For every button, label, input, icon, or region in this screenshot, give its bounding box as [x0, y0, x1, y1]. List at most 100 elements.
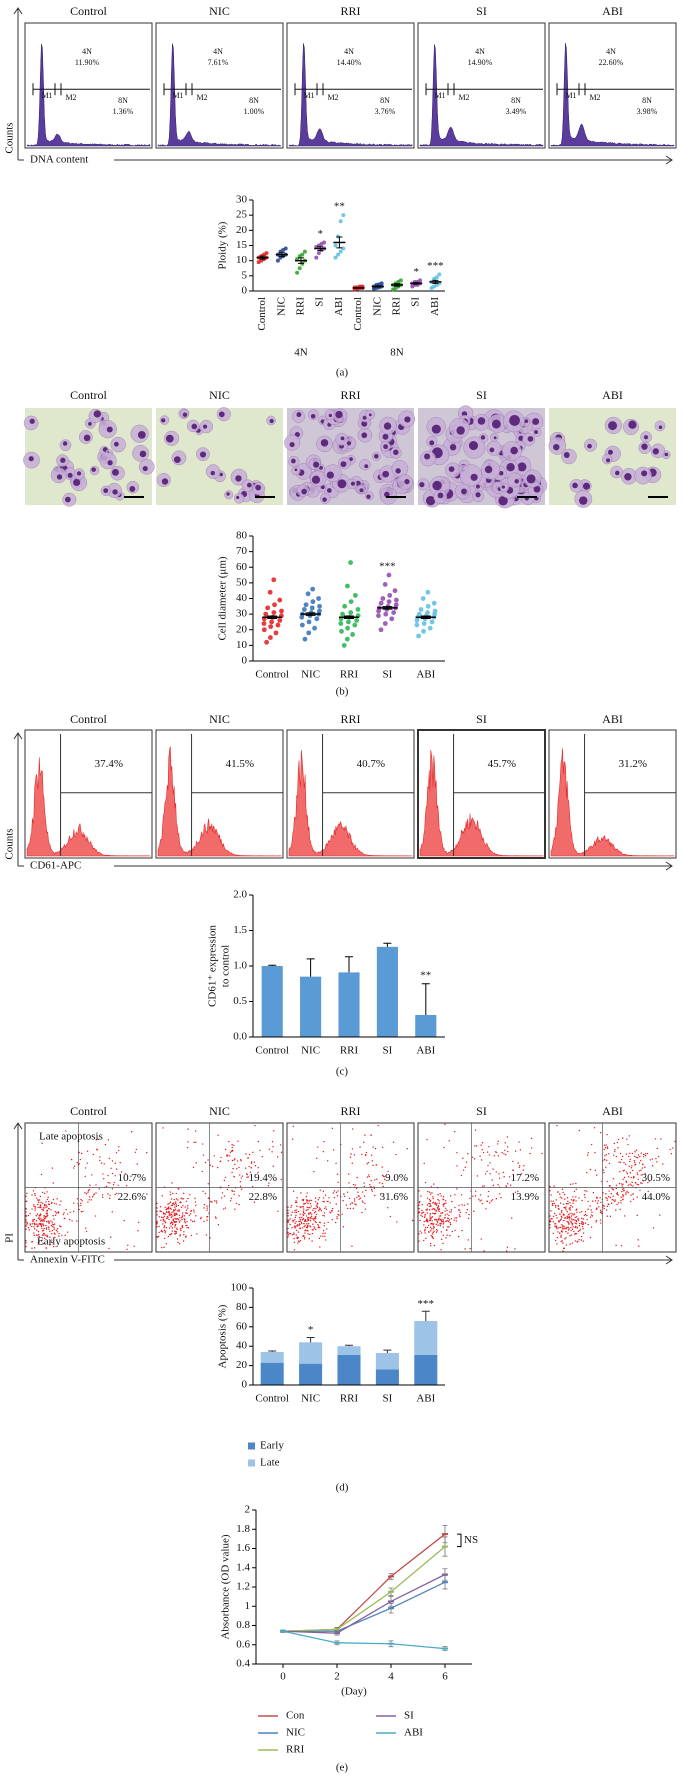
nucleus: [129, 485, 136, 492]
event-dot: [423, 1224, 425, 1226]
event-dot: [50, 1209, 52, 1211]
event-dot: [323, 1212, 326, 1214]
event-dot: [161, 1247, 163, 1249]
event-dot: [595, 1219, 598, 1222]
data-point: [348, 560, 353, 565]
event-dot: [571, 1228, 574, 1231]
y-tick-label: 5: [242, 269, 248, 281]
nucleus: [468, 441, 479, 451]
event-dot: [319, 1208, 322, 1210]
event-dot: [309, 1199, 311, 1202]
event-dot: [630, 1200, 632, 1203]
error-bar: [317, 246, 324, 251]
event-dot: [233, 1193, 235, 1196]
event-dot: [187, 1205, 189, 1207]
event-dot: [48, 1203, 51, 1206]
event-dot: [45, 1215, 48, 1218]
event-dot: [230, 1197, 233, 1200]
event-dot: [177, 1219, 180, 1221]
event-dot: [363, 1185, 366, 1188]
event-dot: [567, 1200, 569, 1202]
event-dot: [459, 1215, 461, 1218]
data-point: [355, 607, 361, 612]
nucleus: [199, 451, 207, 458]
event-dot: [430, 1228, 433, 1230]
data-point: [283, 246, 288, 251]
sample-title: ABI: [602, 1104, 623, 1118]
event-dot: [432, 1197, 434, 1200]
event-dot: [424, 1181, 427, 1184]
event-dot: [429, 1226, 432, 1229]
event-dot: [564, 1207, 567, 1209]
significance: *: [317, 228, 323, 240]
event-dot: [455, 1220, 458, 1222]
event-dot: [195, 1141, 197, 1143]
event-dot: [575, 1200, 577, 1202]
cell: [507, 472, 523, 488]
event-dot: [156, 1223, 158, 1225]
event-dot: [168, 1233, 171, 1236]
event-dot: [209, 1237, 211, 1239]
axis-label: DNA content: [30, 154, 88, 166]
event-dot: [552, 1221, 555, 1223]
event-dot: [33, 1204, 35, 1206]
data-point: [416, 611, 422, 617]
event-dot: [446, 1213, 448, 1215]
event-dot: [445, 1207, 447, 1210]
event-dot: [494, 1151, 497, 1153]
event-dot: [187, 1197, 189, 1200]
ploidy-label: 8N: [380, 96, 390, 105]
legend-label: ABI: [404, 1727, 423, 1739]
event-dot: [603, 1158, 606, 1161]
event-dot: [98, 1188, 100, 1190]
event-dot: [229, 1200, 232, 1202]
event-dot: [293, 1233, 295, 1235]
event-dot: [637, 1173, 639, 1176]
event-dot: [570, 1215, 573, 1217]
nucleus: [493, 436, 497, 440]
event-dot: [315, 1157, 318, 1160]
event-dot: [342, 1200, 344, 1202]
event-dot: [341, 1213, 343, 1216]
event-dot: [115, 1152, 118, 1154]
event-dot: [176, 1227, 178, 1229]
event-dot: [505, 1185, 507, 1187]
event-dot: [631, 1165, 633, 1167]
bar: [261, 966, 283, 1037]
event-dot: [576, 1241, 578, 1243]
event-dot: [575, 1188, 577, 1191]
event-dot: [224, 1207, 227, 1209]
event-dot: [80, 1204, 82, 1207]
error-bar: [298, 257, 304, 264]
event-dot: [582, 1228, 584, 1230]
x-tick-label: NIC: [371, 297, 383, 316]
nucleus: [475, 492, 481, 498]
event-dot: [595, 1221, 597, 1223]
event-dot: [53, 1218, 55, 1220]
event-dot: [312, 1223, 314, 1225]
event-dot: [174, 1226, 176, 1228]
bar-segment: [299, 1342, 323, 1364]
event-dot: [492, 1168, 494, 1170]
histogram: [419, 749, 544, 857]
event-dot: [202, 1154, 205, 1156]
gate-label: M1: [172, 91, 183, 100]
x-tick-label: RRI: [340, 1045, 359, 1057]
event-dot: [443, 1222, 445, 1224]
event-dot: [182, 1212, 184, 1214]
event-dot: [176, 1238, 179, 1240]
event-dot: [337, 1190, 339, 1192]
event-dot: [462, 1169, 465, 1171]
event-dot: [203, 1207, 205, 1209]
event-dot: [336, 1217, 338, 1220]
event-dot: [60, 1200, 62, 1202]
bracket: [457, 1533, 462, 1548]
significance: ***: [379, 561, 396, 573]
event-dot: [433, 1223, 435, 1225]
event-dot: [428, 1209, 431, 1211]
data-point: [338, 219, 343, 224]
event-dot: [308, 1238, 311, 1240]
x-axis-label: (Day): [341, 1686, 367, 1698]
data-point: [322, 240, 327, 245]
axis-label: PI: [4, 1233, 16, 1243]
